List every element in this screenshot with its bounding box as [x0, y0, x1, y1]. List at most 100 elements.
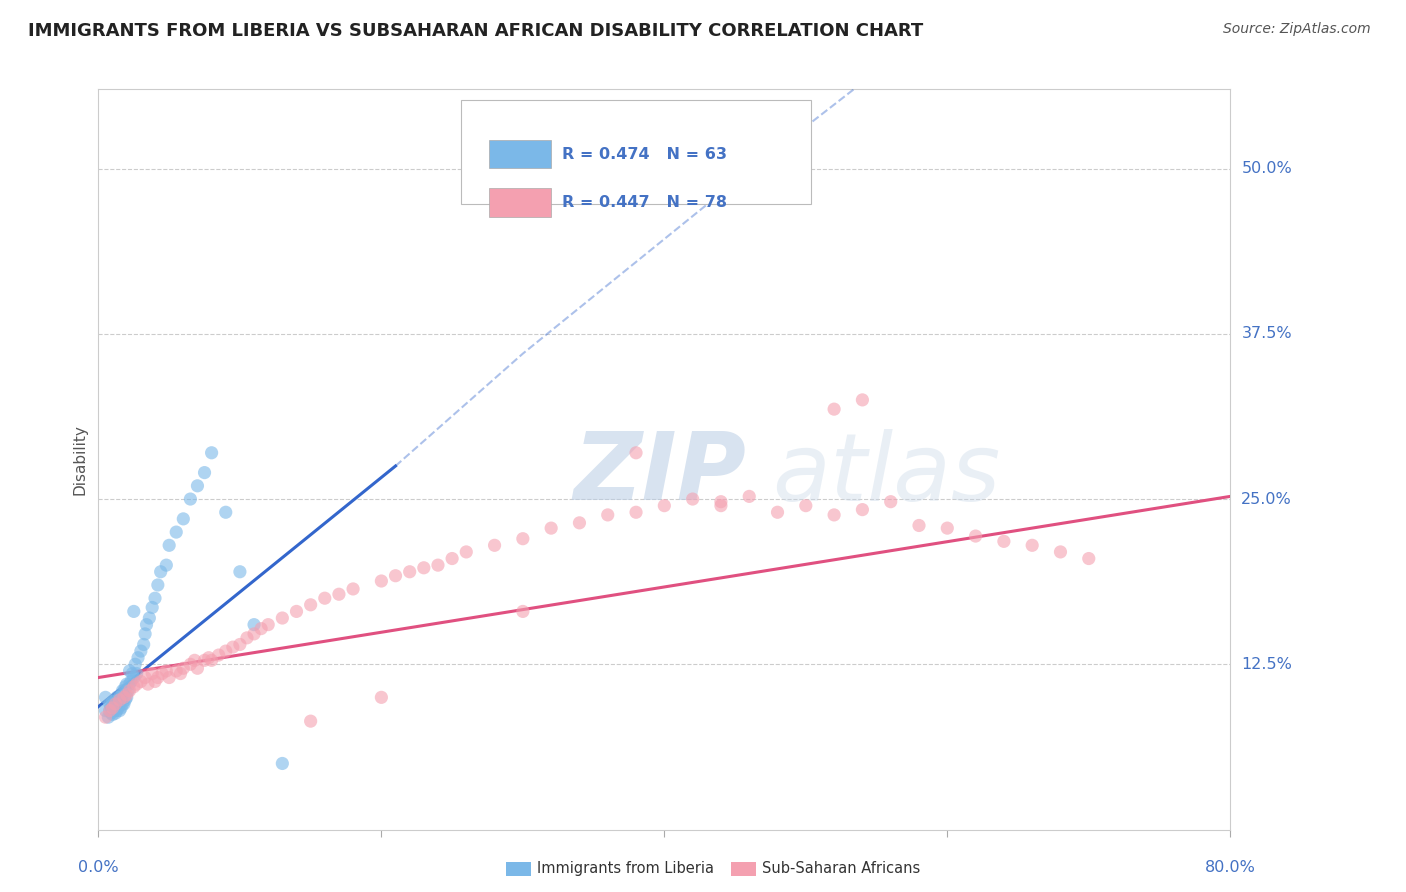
Point [250, 622, 273, 636]
Text: 80.0%: 80.0% [1205, 860, 1256, 875]
Point [222, 640, 245, 654]
Point [169, 666, 191, 681]
Point [155, 558, 177, 573]
Point [134, 671, 156, 685]
Point [108, 704, 131, 718]
Point [101, 694, 124, 708]
Text: 0.0%: 0.0% [79, 860, 118, 875]
Point [512, 604, 534, 618]
Point [121, 666, 143, 681]
Point [134, 627, 156, 641]
Point [314, 591, 336, 606]
Point [118, 664, 141, 678]
Point [1077, 551, 1099, 566]
Point [143, 674, 166, 689]
Point [851, 502, 873, 516]
Point [143, 591, 166, 606]
Point [738, 489, 761, 503]
Point [100, 706, 122, 721]
Point [94, 710, 117, 724]
Point [456, 545, 478, 559]
Point [107, 701, 129, 715]
Point [132, 637, 155, 651]
Point [105, 697, 128, 711]
Point [965, 529, 987, 543]
Point [115, 677, 138, 691]
Point [484, 538, 506, 552]
FancyBboxPatch shape [489, 140, 551, 169]
Point [98, 697, 121, 711]
Point [172, 661, 194, 675]
Point [257, 617, 280, 632]
Point [141, 666, 163, 681]
Point [766, 505, 789, 519]
Point [135, 617, 157, 632]
Point [1049, 545, 1071, 559]
Text: IMMIGRANTS FROM LIBERIA VS SUBSAHARAN AFRICAN DISABILITY CORRELATION CHART: IMMIGRANTS FROM LIBERIA VS SUBSAHARAN AF… [28, 22, 924, 40]
Point [271, 611, 294, 625]
Point [115, 690, 138, 705]
Point [105, 704, 128, 718]
Point [243, 627, 266, 641]
Text: 50.0%: 50.0% [1241, 161, 1292, 176]
Point [127, 650, 149, 665]
Point [193, 466, 215, 480]
Point [271, 756, 294, 771]
Point [103, 697, 125, 711]
Text: 25.0%: 25.0% [1241, 491, 1292, 507]
Point [596, 508, 619, 522]
Point [110, 693, 132, 707]
Point [201, 446, 224, 460]
Point [129, 674, 152, 689]
Point [794, 499, 817, 513]
Point [193, 653, 215, 667]
Point [823, 402, 845, 417]
Text: Sub-Saharan Africans: Sub-Saharan Africans [762, 862, 921, 876]
Point [179, 491, 201, 506]
Point [183, 653, 205, 667]
Point [114, 680, 136, 694]
Point [908, 518, 931, 533]
FancyBboxPatch shape [461, 100, 811, 204]
Point [682, 491, 704, 506]
Point [150, 666, 173, 681]
Point [101, 701, 124, 715]
Point [104, 706, 127, 721]
Point [100, 699, 122, 714]
Point [540, 521, 562, 535]
Point [114, 693, 136, 707]
Point [993, 534, 1015, 549]
Point [125, 677, 148, 691]
Point [112, 697, 135, 711]
Point [201, 653, 224, 667]
Point [136, 677, 159, 691]
Point [101, 701, 124, 715]
Point [851, 392, 873, 407]
Point [112, 690, 135, 705]
Text: atlas: atlas [772, 429, 1000, 520]
Point [165, 664, 187, 678]
Point [101, 707, 124, 722]
Point [94, 690, 117, 705]
Point [1021, 538, 1043, 552]
Point [624, 446, 647, 460]
Point [129, 644, 152, 658]
Point [103, 704, 125, 718]
Point [157, 538, 180, 552]
Point [186, 661, 208, 675]
Point [105, 690, 128, 705]
Point [125, 666, 148, 681]
Point [124, 657, 146, 672]
Y-axis label: Disability: Disability [72, 424, 87, 495]
Point [427, 558, 450, 573]
Point [215, 644, 238, 658]
Point [97, 710, 120, 724]
Text: 37.5%: 37.5% [1241, 326, 1292, 342]
Point [172, 512, 194, 526]
Point [138, 611, 160, 625]
Point [98, 704, 121, 718]
Point [149, 565, 172, 579]
Point [146, 671, 169, 685]
Point [98, 704, 121, 718]
Point [118, 683, 141, 698]
